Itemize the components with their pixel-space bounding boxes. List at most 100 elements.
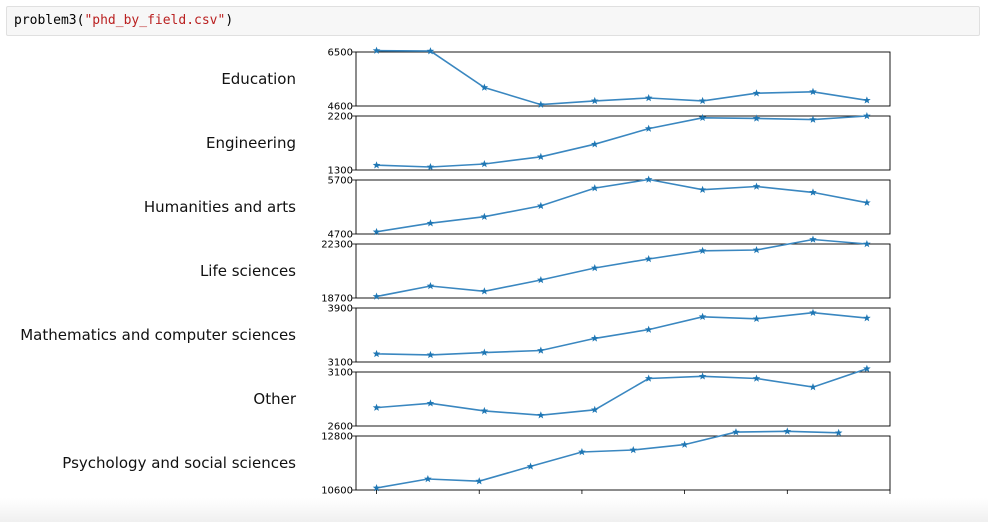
data-point-other-4 [590,405,599,414]
data-point-other-2 [480,406,489,415]
data-point-life-sciences-8 [809,235,817,243]
y-tick-label-psychology-and-social-sciences-0: 12800 [321,432,353,443]
data-point-mathematics-and-computer-sciences-0 [372,349,381,358]
data-point-psychology-and-social-sciences-5 [629,445,638,454]
data-point-psychology-and-social-sciences-9 [834,428,843,437]
y-tick-label-other-0: 3100 [328,368,353,379]
data-point-engineering-6 [698,113,707,122]
data-point-psychology-and-social-sciences-6 [680,440,689,448]
data-point-mathematics-and-computer-sciences-8 [809,308,817,316]
data-point-engineering-0 [372,161,381,169]
y-tick-label-mathematics-and-computer-sciences-0: 3900 [328,304,353,315]
data-point-life-sciences-2 [480,287,489,295]
data-point-life-sciences-9 [863,240,871,248]
data-point-mathematics-and-computer-sciences-5 [644,325,653,333]
data-point-psychology-and-social-sciences-1 [424,474,432,483]
code-string-argument: "phd_by_field.csv" [84,13,226,28]
row-label-life-sciences: Life sciences [200,262,296,280]
code-line: problem3("phd_by_field.csv") [14,13,233,28]
row-label-humanities-and-arts: Humanities and arts [144,198,296,216]
data-point-humanities-and-arts-8 [809,188,817,196]
data-point-psychology-and-social-sciences-0 [372,484,381,492]
series-line-other [376,368,868,417]
data-point-education-7 [752,89,761,97]
data-point-engineering-1 [426,163,435,171]
data-point-humanities-and-arts-9 [863,198,871,206]
data-point-engineering-2 [480,160,489,168]
row-label-mathematics-and-computer-sciences: Mathematics and computer sciences [20,326,296,344]
data-point-life-sciences-7 [752,246,761,254]
data-point-humanities-and-arts-2 [480,212,489,220]
y-tick-label-life-sciences-1: 18700 [321,294,353,305]
data-point-education-2 [480,83,489,91]
data-point-other-8 [809,383,817,391]
data-point-psychology-and-social-sciences-2 [475,477,484,485]
data-point-humanities-and-arts-3 [537,201,545,210]
data-point-mathematics-and-computer-sciences-6 [698,312,707,321]
data-point-mathematics-and-computer-sciences-3 [537,346,545,354]
code-close-paren: ) [225,13,234,28]
y-tick-label-life-sciences-0: 22300 [321,240,353,251]
data-point-engineering-9 [863,112,871,120]
data-point-life-sciences-1 [426,282,435,290]
data-point-life-sciences-0 [372,292,381,300]
x-tick-label-0: 2008 [364,497,389,498]
row-label-education: Education [221,70,296,88]
data-point-life-sciences-3 [537,276,545,284]
data-point-humanities-and-arts-1 [426,219,435,227]
x-tick-label-1: 2010 [467,497,492,498]
series-line-humanities-and-arts [376,178,868,233]
data-point-other-6 [698,372,707,380]
x-tick-label-5: 2018 [877,497,902,498]
axes-frame-life-sciences [355,243,891,299]
row-label-engineering: Engineering [206,134,296,152]
axes-frame-mathematics-and-computer-sciences [355,307,891,363]
y-tick-label-education-0: 6500 [328,48,353,59]
data-point-humanities-and-arts-6 [698,185,707,193]
series-line-mathematics-and-computer-sciences [376,311,867,356]
y-tick-label-engineering-0: 2200 [328,112,353,123]
data-point-life-sciences-6 [698,246,707,254]
data-point-psychology-and-social-sciences-3 [526,462,535,470]
y-tick-label-education-1: 4600 [328,102,353,113]
y-tick-label-mathematics-and-computer-sciences-1: 3100 [328,358,353,369]
phd-by-field-chart: 6500 4600 Education 2200 1300 Engineering 5700… [20,46,903,498]
x-tick-label-3: 2014 [672,497,697,498]
row-label-other: Other [253,390,296,408]
data-point-mathematics-and-computer-sciences-4 [590,334,599,342]
data-point-psychology-and-social-sciences-7 [732,428,740,436]
data-point-education-9 [863,96,871,104]
x-tick-label-4: 2016 [775,497,800,498]
data-point-other-1 [426,399,435,407]
series-line-engineering [376,115,867,168]
data-point-education-8 [809,87,817,96]
y-tick-label-psychology-and-social-sciences-1: 10600 [321,486,353,497]
data-point-other-7 [752,374,761,382]
code-cell[interactable]: problem3("phd_by_field.csv") [6,6,980,36]
data-point-humanities-and-arts-5 [644,175,653,183]
data-point-other-9 [863,364,871,372]
data-point-mathematics-and-computer-sciences-1 [426,350,435,359]
data-point-other-3 [537,411,545,419]
x-tick-label-2: 2012 [569,497,594,498]
data-point-humanities-and-arts-0 [372,227,381,236]
bottom-fade [0,498,988,522]
data-point-engineering-7 [752,114,761,122]
data-point-education-0 [372,46,381,54]
data-point-education-4 [590,96,599,105]
data-point-engineering-8 [809,115,817,123]
y-tick-label-engineering-1: 1300 [328,166,353,177]
data-point-other-0 [372,403,381,411]
data-point-education-3 [537,100,545,108]
axes-frame-psychology-and-social-sciences [355,435,891,491]
data-point-humanities-and-arts-7 [752,182,761,190]
data-point-engineering-5 [644,124,653,132]
axes-frame-education [355,51,891,107]
data-point-education-1 [426,47,435,55]
data-point-humanities-and-arts-4 [590,184,599,192]
code-function: problem3( [14,13,85,28]
series-line-psychology-and-social-sciences [376,430,839,489]
data-point-other-5 [644,374,653,382]
data-point-engineering-3 [537,152,545,161]
axes-frame-humanities-and-arts [355,179,891,235]
